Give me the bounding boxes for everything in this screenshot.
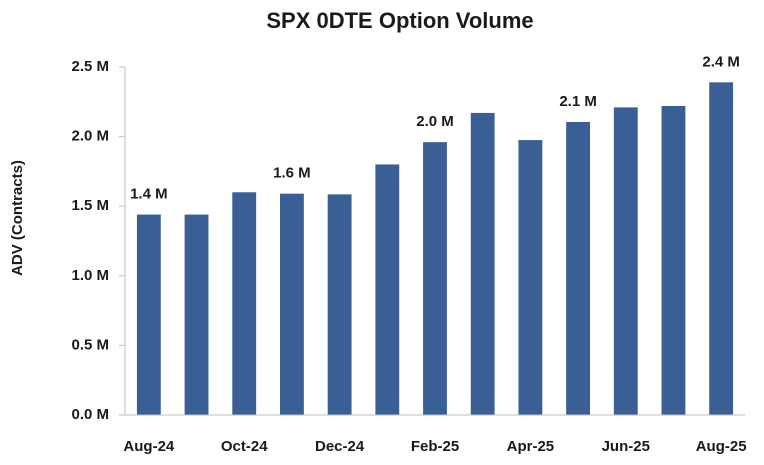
y-tick-label: 1.5 M bbox=[71, 197, 109, 214]
x-tick-label: Apr-25 bbox=[507, 438, 555, 455]
bar bbox=[470, 112, 495, 415]
y-tick-label: 2.5 M bbox=[71, 58, 109, 75]
x-tick-label: Feb-25 bbox=[411, 438, 459, 455]
data-label: 2.0 M bbox=[416, 113, 454, 130]
x-tick-label: Jun-25 bbox=[602, 438, 650, 455]
y-tick-label: 0.5 M bbox=[71, 336, 109, 353]
bar bbox=[661, 105, 686, 415]
bar bbox=[184, 214, 209, 415]
y-tick-label: 0.0 M bbox=[71, 406, 109, 423]
bar bbox=[709, 82, 734, 415]
bar bbox=[566, 121, 590, 415]
x-tick-label: Oct-24 bbox=[221, 438, 268, 455]
chart-title: SPX 0DTE Option Volume bbox=[266, 8, 533, 33]
bar bbox=[136, 214, 161, 415]
bar bbox=[375, 164, 400, 415]
bar bbox=[423, 142, 447, 415]
y-axis-title: ADV (Contracts) bbox=[9, 160, 26, 276]
bar bbox=[613, 107, 638, 416]
data-label: 1.6 M bbox=[273, 165, 311, 182]
x-tick-label: Dec-24 bbox=[315, 438, 365, 455]
y-tick-label: 1.0 M bbox=[71, 267, 109, 284]
x-tick-label: Aug-25 bbox=[696, 438, 747, 455]
data-label: 2.1 M bbox=[559, 93, 597, 110]
bar bbox=[518, 140, 543, 415]
data-label: 1.4 M bbox=[130, 186, 168, 203]
bar bbox=[327, 194, 352, 415]
y-tick-label: 2.0 M bbox=[71, 128, 109, 145]
x-tick-label: Aug-24 bbox=[123, 438, 174, 455]
data-label: 2.4 M bbox=[702, 53, 740, 70]
bar bbox=[280, 193, 304, 415]
bar bbox=[232, 192, 257, 415]
